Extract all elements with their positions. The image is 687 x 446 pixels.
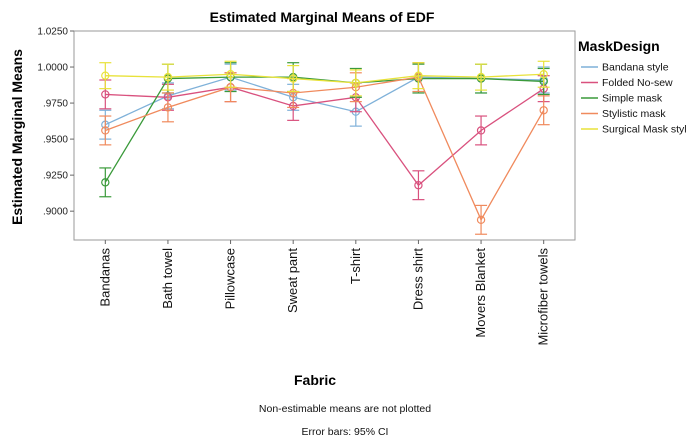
series-line — [105, 76, 545, 222]
y-tick-label: .9000 — [43, 207, 68, 218]
data-point — [226, 70, 235, 79]
footnote-nonestimable: Non-estimable means are not plotted — [259, 403, 431, 415]
legend-label: Simple mask — [602, 93, 663, 105]
series-line — [105, 73, 544, 84]
y-tick-label: .9500 — [43, 135, 68, 146]
chart-title: Estimated Marginal Means of EDF — [210, 9, 435, 25]
data-point — [288, 74, 298, 83]
x-tick-label: Pillowcase — [223, 248, 238, 309]
data-point — [101, 126, 110, 135]
y-tick-label: 1.0000 — [37, 63, 68, 74]
data-point — [163, 72, 173, 82]
footnote-error-bars: Error bars: 95% CI — [302, 426, 389, 438]
data-point — [414, 181, 423, 190]
plot-area — [99, 60, 550, 235]
x-axis-title: Fabric — [294, 372, 336, 388]
data-point — [476, 215, 486, 225]
x-tick-label: Bath towel — [160, 248, 175, 309]
x-tick-label: Movers Blanket — [473, 248, 488, 338]
data-point — [476, 72, 486, 82]
y-axis-title: Estimated Marginal Means — [9, 49, 25, 225]
x-tick-label: Sweat pant — [285, 248, 300, 313]
data-point — [101, 71, 110, 80]
legend-label: Surgical Mask style — [602, 124, 687, 136]
series-line — [105, 86, 545, 187]
y-tick-label: 1.0250 — [37, 27, 68, 38]
data-point — [101, 178, 110, 187]
data-point — [414, 71, 423, 80]
series-stylistic-mask — [99, 62, 550, 235]
data-point — [476, 126, 486, 135]
x-tick-label: Bandanas — [97, 248, 112, 307]
legend-label: Stylistic mask — [602, 108, 666, 120]
x-tick-label: Dress shirt — [410, 248, 425, 311]
x-tick-label: Microfiber towels — [536, 248, 551, 346]
data-point — [539, 106, 548, 115]
series-line — [104, 76, 544, 183]
data-point — [539, 70, 548, 79]
legend: Bandana style Folded No-sew Simple mask Sty… — [581, 62, 687, 136]
legend-label: Bandana style — [602, 62, 669, 74]
series-surgical-mask-style — [99, 60, 550, 97]
plot-frame — [73, 30, 576, 241]
data-point — [351, 78, 361, 88]
axes: .9000 .9250 .9500 .9750 1.0000 1.0250 Bandanas… — [37, 27, 576, 346]
y-tick-label: .9250 — [43, 171, 68, 182]
legend-title: MaskDesign — [578, 38, 660, 54]
x-tick-label: T-shirt — [348, 248, 363, 285]
legend-label: Folded No-sew — [602, 77, 673, 89]
y-tick-label: .9750 — [43, 99, 68, 110]
data-point — [163, 103, 173, 112]
data-point — [101, 90, 110, 99]
